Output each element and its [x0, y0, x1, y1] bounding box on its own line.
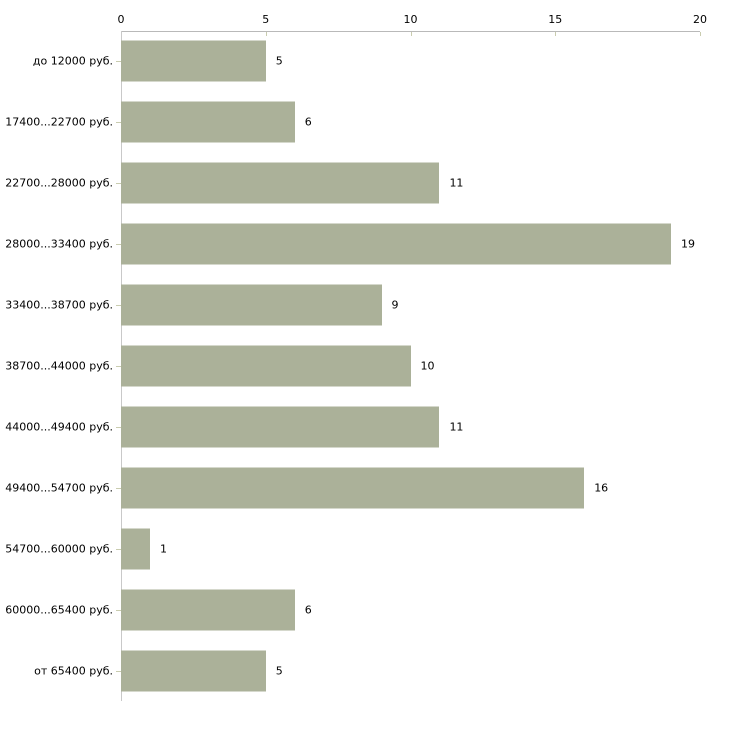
- value-label: 5: [275, 664, 283, 678]
- bar-row: 54700...60000 руб. 1: [0, 518, 730, 579]
- y-tick-mark: [116, 548, 121, 550]
- bar-area: 16: [121, 457, 700, 518]
- bar: [121, 650, 266, 692]
- bar-area: 5: [121, 31, 700, 92]
- x-tick-label: 10: [403, 13, 418, 26]
- bar: [121, 101, 295, 143]
- bar: [121, 223, 672, 265]
- bar-row: 28000...33400 руб. 19: [0, 214, 730, 275]
- bar-row: 44000...49400 руб. 11: [0, 396, 730, 457]
- bar-row: 38700...44000 руб. 10: [0, 336, 730, 397]
- y-tick-mark: [116, 670, 121, 672]
- y-tick-mark: [116, 244, 121, 246]
- bar: [121, 162, 440, 204]
- bar: [121, 40, 266, 82]
- x-tick-mark: [410, 32, 412, 36]
- bar-row: 22700...28000 руб. 11: [0, 153, 730, 214]
- category-label: 17400...22700 руб.: [5, 115, 113, 129]
- category-label: до 12000 руб.: [32, 54, 113, 68]
- bar-area: 19: [121, 214, 700, 275]
- bar-area: 6: [121, 92, 700, 153]
- bar: [121, 589, 295, 631]
- bar: [121, 345, 411, 387]
- bar: [121, 467, 585, 509]
- bar-area: 6: [121, 579, 700, 640]
- bar-row: 49400...54700 руб. 16: [0, 457, 730, 518]
- chart-rows: до 12000 руб. 5 17400...22700 руб. 6 227…: [0, 31, 730, 701]
- x-tick-label: 0: [117, 13, 125, 26]
- value-label: 11: [449, 176, 464, 190]
- value-label: 6: [304, 603, 312, 617]
- category-label: 22700...28000 руб.: [5, 176, 113, 190]
- bar-area: 1: [121, 518, 700, 579]
- value-label: 10: [420, 359, 435, 373]
- bar-row: от 65400 руб. 5: [0, 640, 730, 701]
- value-label: 1: [159, 542, 167, 556]
- y-tick-mark: [116, 487, 121, 489]
- bar-area: 10: [121, 336, 700, 397]
- category-label: 28000...33400 руб.: [5, 237, 113, 251]
- category-label: 49400...54700 руб.: [5, 481, 113, 495]
- bar-area: 5: [121, 640, 700, 701]
- category-label: 54700...60000 руб.: [5, 542, 113, 556]
- x-axis-line: [121, 31, 700, 32]
- bar-row: 33400...38700 руб. 9: [0, 275, 730, 336]
- bar: [121, 284, 382, 326]
- bar-row: 60000...65400 руб. 6: [0, 579, 730, 640]
- x-tick-mark: [555, 32, 557, 36]
- y-tick-mark: [116, 305, 121, 307]
- x-tick-label: 20: [693, 13, 707, 26]
- category-label: 38700...44000 руб.: [5, 359, 113, 373]
- y-tick-mark: [116, 426, 121, 428]
- y-tick-mark: [116, 183, 121, 185]
- category-label: от 65400 руб.: [34, 664, 113, 678]
- y-tick-mark: [116, 61, 121, 63]
- bar-area: 11: [121, 396, 700, 457]
- value-label: 19: [681, 237, 696, 251]
- x-tick-mark: [265, 32, 267, 36]
- x-tick-label: 15: [548, 13, 563, 26]
- value-label: 11: [449, 420, 464, 434]
- bar: [121, 406, 440, 448]
- bar-area: 9: [121, 275, 700, 336]
- x-tick-mark: [700, 32, 701, 36]
- category-label: 44000...49400 руб.: [5, 420, 113, 434]
- category-label: 33400...38700 руб.: [5, 298, 113, 312]
- value-label: 16: [594, 481, 609, 495]
- value-label: 5: [275, 54, 283, 68]
- y-tick-mark: [116, 122, 121, 124]
- bar: [121, 528, 150, 570]
- bar-row: до 12000 руб. 5: [0, 31, 730, 92]
- bar-area: 11: [121, 153, 700, 214]
- value-label: 6: [304, 115, 312, 129]
- value-label: 9: [391, 298, 399, 312]
- category-label: 60000...65400 руб.: [5, 603, 113, 617]
- x-tick-label: 5: [262, 13, 270, 26]
- y-tick-mark: [116, 365, 121, 367]
- bar-row: 17400...22700 руб. 6: [0, 92, 730, 153]
- y-tick-mark: [116, 609, 121, 611]
